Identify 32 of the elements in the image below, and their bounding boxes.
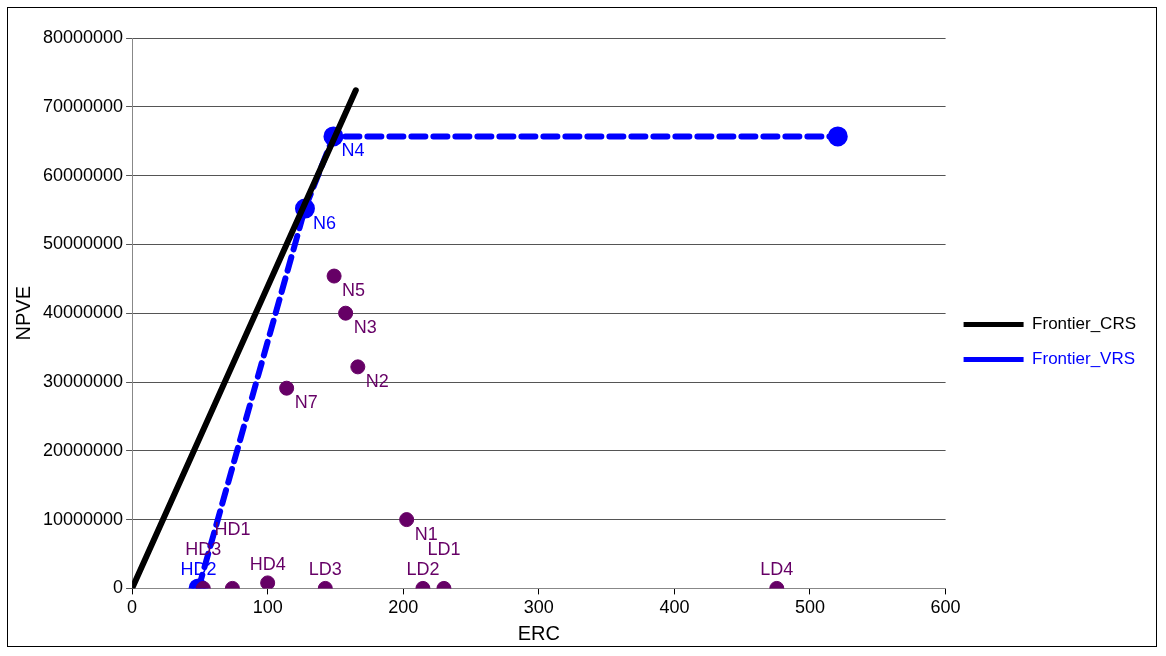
x-tick-label: 500 [794, 597, 826, 618]
annotation: HD4 [249, 553, 286, 574]
y-tick-label: 30000000 [42, 370, 124, 391]
y-tick-label: 10000000 [42, 508, 124, 529]
y-tick-label: 20000000 [42, 439, 124, 460]
y-tick-label: 0 [113, 577, 124, 598]
legend-label: Frontier_CRS [1032, 314, 1136, 334]
annotation: LD4 [760, 559, 794, 580]
x-tick-label: 400 [659, 597, 690, 618]
legend-label: Frontier_VRS [1032, 349, 1136, 369]
x-tick-label: 200 [388, 597, 419, 618]
y-tick-label: 50000000 [42, 233, 124, 254]
annotation: N7 [294, 392, 318, 413]
y-tick-label: 80000000 [42, 26, 124, 47]
x-tick-label: 0 [127, 597, 138, 618]
y-tick-label: 60000000 [42, 164, 124, 185]
annotation: HD3 [185, 539, 222, 560]
annotation: LD1 [427, 539, 461, 560]
annotation: N3 [353, 317, 377, 338]
annotation: HD1 [214, 519, 251, 540]
annotation: LD3 [308, 559, 342, 580]
x-tick-label: 100 [252, 597, 283, 618]
x-axis-title: ERC [517, 621, 560, 644]
y-tick-label: 40000000 [42, 302, 124, 323]
y-tick-label: 70000000 [42, 95, 124, 116]
annotation: N6 [312, 212, 336, 233]
annotation: N5 [342, 280, 366, 301]
x-tick-label: 600 [930, 597, 961, 618]
annotation: LD2 [406, 559, 440, 580]
x-tick-label: 300 [523, 597, 554, 618]
y-axis-title: NPVE [11, 285, 34, 341]
annotation: N4 [341, 140, 365, 161]
